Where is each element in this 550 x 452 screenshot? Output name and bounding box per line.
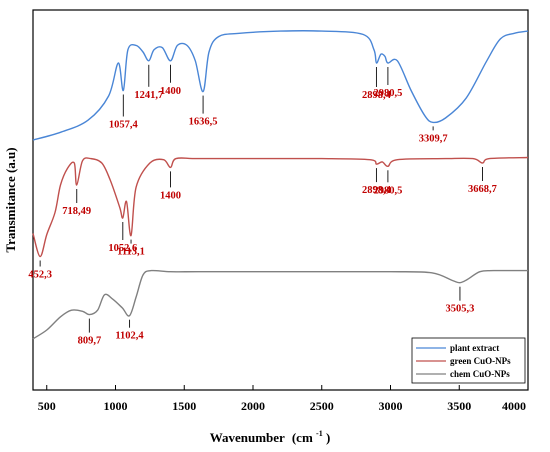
x-tick-label: 2500 bbox=[310, 399, 334, 413]
legend-label-plant-extract: plant extract bbox=[450, 343, 499, 353]
x-tick-label: 3000 bbox=[379, 399, 403, 413]
x-axis-title-close: ) bbox=[326, 430, 330, 445]
series-line-chem-cuo-nps bbox=[32, 269, 529, 340]
legend: plant extract green CuO-NPs chem CuO-NPs bbox=[411, 337, 526, 384]
x-axis-title-sup: -1 bbox=[316, 429, 323, 438]
peak-label: 2898,4 bbox=[362, 90, 392, 101]
peak-label: 452,3 bbox=[28, 270, 52, 281]
x-tick-label: 500 bbox=[38, 399, 56, 413]
x-axis-title-unit: (cm bbox=[292, 430, 313, 445]
plot-frame bbox=[32, 9, 529, 391]
peak-label: 809,7 bbox=[78, 336, 102, 347]
x-tick-label: 3500 bbox=[447, 399, 471, 413]
peak-label: 1052,6 bbox=[108, 243, 137, 254]
series-group bbox=[32, 30, 529, 340]
peak-label: 2898,4 bbox=[362, 185, 392, 196]
peak-label: 1636,5 bbox=[189, 117, 218, 128]
peak-label: 1400 bbox=[160, 86, 181, 97]
x-tick-label: 4000 bbox=[502, 399, 526, 413]
peak-annotations: 1057,41241,714001636,52898,42980,53309,7… bbox=[28, 64, 497, 347]
series-line-green-cuo-nps bbox=[32, 156, 529, 258]
plot-area bbox=[32, 9, 529, 391]
legend-label-green-cuo: green CuO-NPs bbox=[450, 356, 511, 366]
peak-label: 2980,5 bbox=[373, 185, 402, 196]
x-tick-label: 1500 bbox=[172, 399, 196, 413]
peak-label: 1102,4 bbox=[115, 331, 144, 342]
series-line-plant-extract bbox=[32, 30, 529, 141]
peak-label: 1113,1 bbox=[117, 247, 145, 258]
legend-label-chem-cuo: chem CuO-NPs bbox=[450, 369, 510, 379]
x-axis-ticks: 500 1000 1500 2000 2500 3000 3500 4000 bbox=[38, 385, 529, 413]
y-axis-title: Transmitance (a.u) bbox=[3, 147, 18, 252]
x-tick-label: 1000 bbox=[104, 399, 128, 413]
peak-label: 1400 bbox=[160, 190, 181, 201]
x-axis-title: Wavenumber (cm -1 ) bbox=[210, 424, 331, 445]
peak-label: 1057,4 bbox=[109, 120, 139, 131]
peak-label: 3505,3 bbox=[446, 304, 475, 315]
x-axis-title-main: Wavenumber bbox=[210, 430, 285, 445]
peak-label: 3668,7 bbox=[468, 184, 497, 195]
peak-label: 1241,7 bbox=[134, 90, 163, 101]
peak-label: 718,49 bbox=[62, 206, 91, 217]
peak-label: 2980,5 bbox=[373, 88, 402, 99]
x-tick-label: 2000 bbox=[241, 399, 265, 413]
peak-label: 3309,7 bbox=[419, 133, 448, 144]
